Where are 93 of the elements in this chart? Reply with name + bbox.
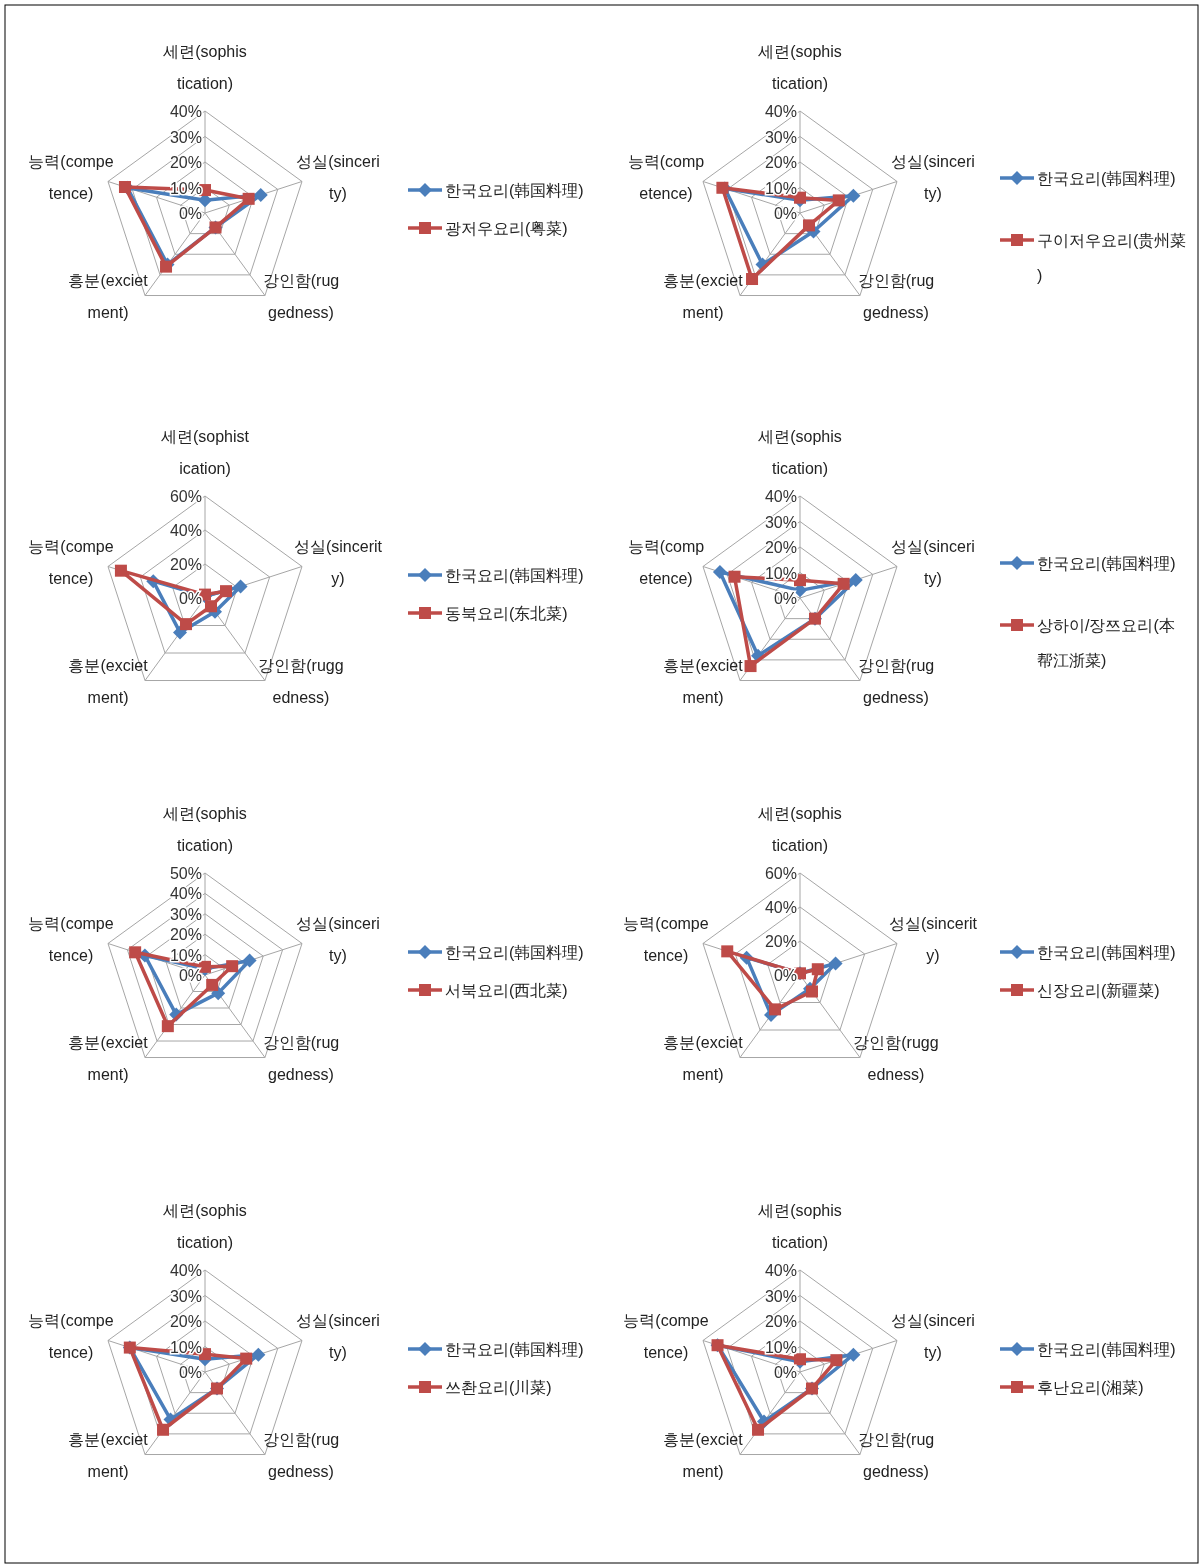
spoke-label: 흥분(exciet ment): [68, 271, 149, 321]
spoke-label: 능력(compe tence): [28, 153, 114, 203]
spoke-label: 세련(sophis tication): [758, 1202, 842, 1251]
y-tick-label: 40%: [169, 103, 202, 120]
spoke-label: 능력(compe tence): [28, 915, 114, 965]
spoke-label: 세련(sophist ication): [160, 428, 250, 477]
y-tick-label: 20%: [169, 154, 202, 171]
y-tick-label: 20%: [764, 539, 797, 556]
spoke-label: 세련(sophis tication): [758, 43, 842, 92]
y-tick-label: 0%: [773, 590, 797, 607]
legend-label: 동북요리(东北菜): [445, 605, 568, 622]
y-tick-label: 10%: [764, 179, 797, 197]
spoke-label: 세련(sophis tication): [163, 1202, 247, 1251]
y-tick-label: 30%: [169, 1287, 202, 1305]
spoke-label: 강인함(rug gedness): [262, 1430, 340, 1480]
y-tick-label: 20%: [169, 1313, 202, 1330]
legend-label: 한국요리(韩国料理): [445, 567, 584, 584]
legend-label: 한국요리(韩国料理): [445, 1341, 584, 1358]
spoke-label: 강인함(rug gedness): [857, 271, 935, 321]
y-tick-label: 40%: [764, 899, 797, 916]
y-tick-label: 10%: [169, 946, 202, 964]
spoke-label: 성실(sinceri ty): [296, 1312, 380, 1362]
spoke-label: 흥분(exciet ment): [663, 271, 744, 321]
spoke-label: 흥분(exciet ment): [663, 1033, 744, 1083]
y-tick-label: 0%: [773, 205, 797, 222]
y-tick-label: 40%: [764, 1262, 797, 1279]
y-tick-label: 0%: [178, 590, 202, 607]
spoke-label: 세련(sophis tication): [163, 805, 247, 854]
y-tick-label: 20%: [764, 1313, 797, 1330]
spoke-label: 세련(sophis tication): [758, 428, 842, 477]
spoke-label: 성실(sincerit y): [889, 915, 978, 965]
spoke-label: 강인함(rug gedness): [857, 1430, 935, 1480]
y-tick-label: 0%: [178, 205, 202, 222]
spoke-label: 성실(sinceri ty): [891, 153, 975, 203]
spoke-label: 흥분(exciet ment): [68, 656, 149, 706]
spoke-label: 세련(sophis tication): [758, 805, 842, 854]
y-tick-label: 30%: [169, 905, 202, 923]
spoke-label: 능력(comp etence): [627, 538, 705, 588]
y-tick-label: 60%: [169, 488, 202, 505]
y-tick-label: 0%: [178, 1364, 202, 1381]
y-tick-label: 30%: [764, 128, 797, 146]
legend-label: 서북요리(西北菜): [445, 982, 568, 999]
spoke-label: 강인함(rug gedness): [262, 271, 340, 321]
legend-label: 후난요리(湘菜): [1037, 1379, 1144, 1396]
spoke-label: 성실(sinceri ty): [891, 1312, 975, 1362]
legend-label: 광저우요리(粤菜): [445, 220, 568, 237]
y-tick-label: 0%: [773, 1364, 797, 1381]
y-tick-label: 10%: [764, 1338, 797, 1356]
spoke-label: 강인함(rug gedness): [857, 656, 935, 706]
y-tick-label: 40%: [169, 1262, 202, 1279]
y-tick-label: 20%: [764, 154, 797, 171]
y-tick-label: 50%: [169, 865, 202, 882]
spoke-label: 강인함(rugg edness): [258, 656, 344, 706]
legend-label: 한국요리(韩国料理): [1037, 1341, 1176, 1358]
legend-label: 한국요리(韩国料理): [445, 944, 584, 961]
y-tick-label: 40%: [764, 103, 797, 120]
y-tick-label: 30%: [169, 128, 202, 146]
spoke-label: 흥분(exciet ment): [663, 1430, 744, 1480]
legend-label: 상하이/장쯔요리(本帮江浙菜): [1037, 617, 1175, 669]
y-tick-label: 60%: [764, 865, 797, 882]
legend-label: 한국요리(韩国料理): [1037, 170, 1176, 187]
spoke-label: 성실(sinceri ty): [296, 915, 380, 965]
y-tick-label: 20%: [764, 933, 797, 950]
y-tick-label: 30%: [764, 513, 797, 531]
y-tick-label: 20%: [169, 556, 202, 573]
spoke-label: 흥분(exciet ment): [68, 1033, 149, 1083]
legend-label: 쓰촨요리(川菜): [445, 1379, 552, 1396]
spoke-label: 능력(compe tence): [623, 915, 709, 965]
spoke-label: 능력(compe tence): [623, 1312, 709, 1362]
legend-label: 한국요리(韩国料理): [1037, 944, 1176, 961]
y-tick-label: 40%: [764, 488, 797, 505]
spoke-label: 흥분(exciet ment): [68, 1430, 149, 1480]
legend-label: 한국요리(韩国料理): [1037, 555, 1176, 572]
spoke-label: 강인함(rug gedness): [262, 1033, 340, 1083]
spoke-label: 세련(sophis tication): [163, 43, 247, 92]
y-tick-label: 30%: [764, 1287, 797, 1305]
spoke-label: 능력(compe tence): [28, 1312, 114, 1362]
y-tick-label: 0%: [178, 967, 202, 984]
spoke-label: 흥분(exciet ment): [663, 656, 744, 706]
spoke-label: 능력(compe tence): [28, 538, 114, 588]
spoke-label: 성실(sinceri ty): [296, 153, 380, 203]
spoke-label: 성실(sinceri ty): [891, 538, 975, 588]
y-tick-label: 40%: [169, 522, 202, 539]
legend-label: 구이저우요리(贵州菜): [1037, 232, 1187, 284]
spoke-label: 성실(sincerit y): [294, 538, 383, 588]
legend-label: 한국요리(韩国料理): [445, 182, 584, 199]
spoke-label: 능력(comp etence): [627, 153, 705, 203]
legend-label: 신장요리(新疆菜): [1037, 982, 1160, 999]
y-tick-label: 0%: [773, 967, 797, 984]
y-tick-label: 40%: [169, 885, 202, 903]
y-tick-label: 20%: [169, 926, 202, 944]
spoke-label: 강인함(rugg edness): [853, 1033, 939, 1083]
y-tick-label: 10%: [764, 564, 797, 582]
